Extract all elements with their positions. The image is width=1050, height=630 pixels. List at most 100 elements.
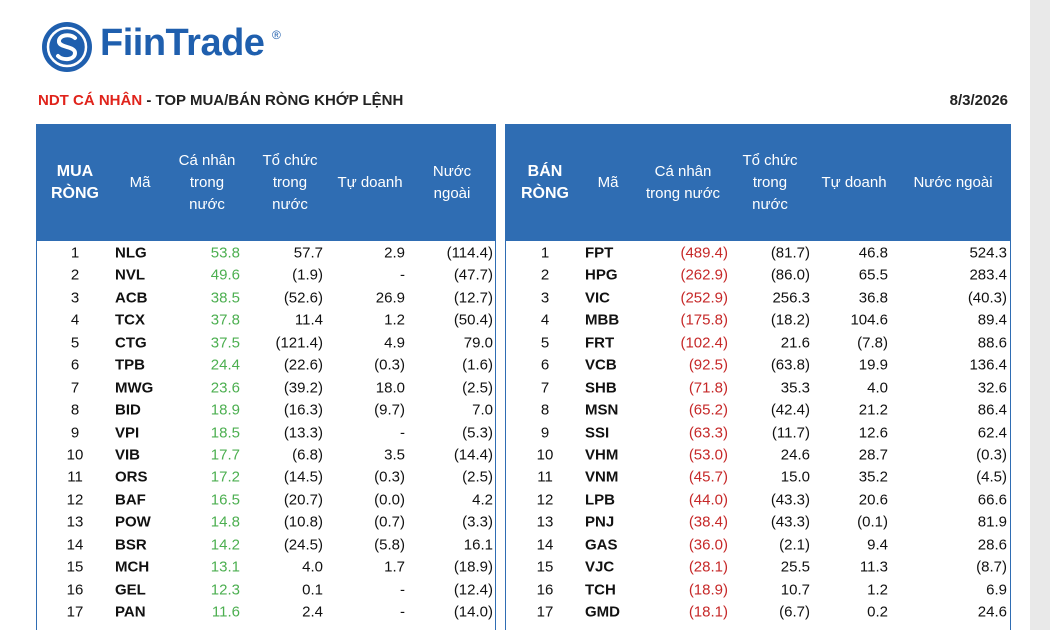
value-cell: 24.6 (780, 446, 810, 464)
value-cell: 4.2 (472, 491, 493, 509)
value-cell: (262.9) (680, 266, 728, 284)
rank: 13 (66, 513, 84, 531)
value-cell: 35.3 (780, 379, 810, 397)
value-cell: (6.8) (292, 446, 323, 464)
rank: 9 (70, 424, 80, 442)
ticker: MSN (585, 401, 619, 419)
title: NDT CÁ NHÂN - TOP MUA/BÁN RÒNG KHỚP LỆNH (38, 92, 403, 109)
value-cell: (28.1) (688, 558, 728, 576)
value-cell: (63.3) (688, 424, 728, 442)
value-cell: (50.4) (453, 311, 493, 329)
ticker: BID (115, 401, 141, 419)
logo-icon (42, 22, 92, 72)
value-cell: 11.4 (294, 311, 323, 329)
value-cell: 14.8 (210, 513, 240, 531)
title-rest: - TOP MUA/BÁN RÒNG KHỚP LỆNH (142, 92, 404, 109)
ticker: BSR (115, 536, 147, 554)
value-cell: (14.0) (453, 603, 493, 621)
value-cell: 4.0 (867, 379, 888, 397)
logo-mark: ® (272, 28, 281, 42)
value-cell: 1.7 (384, 558, 405, 576)
rank: 6 (540, 356, 550, 374)
value-cell: (52.6) (283, 289, 323, 307)
ticker: POW (115, 513, 151, 531)
value-cell: 18.5 (210, 424, 240, 442)
rank: 10 (536, 446, 554, 464)
value-cell: 36.8 (858, 289, 888, 307)
value-cell: (8.7) (976, 558, 1007, 576)
ticker: MCH (115, 558, 150, 576)
value-cell: - (400, 266, 405, 284)
side-strip (1030, 0, 1050, 630)
value-cell: (1.9) (292, 266, 323, 284)
value-cell: (71.8) (688, 379, 728, 397)
value-cell: 89.4 (977, 311, 1007, 329)
value-cell: (86.0) (770, 266, 810, 284)
value-cell: 24.4 (210, 356, 240, 374)
value-cell: (42.4) (770, 401, 810, 419)
rank: 5 (70, 334, 80, 352)
ticker: VPI (115, 424, 140, 442)
ticker: BAF (115, 491, 146, 509)
value-cell: 66.6 (977, 491, 1007, 509)
value-cell: 11.3 (859, 558, 888, 576)
value-cell: 6.9 (986, 581, 1007, 599)
value-cell: (39.2) (283, 379, 323, 397)
value-cell: 38.5 (210, 289, 240, 307)
ticker: GMD (585, 603, 620, 621)
value-cell: (53.0) (688, 446, 728, 464)
value-cell: 65.5 (858, 266, 888, 284)
column-header: Tự doanh (821, 174, 887, 191)
value-cell: - (400, 581, 405, 599)
ticker: VIB (115, 446, 141, 464)
value-cell: (2.5) (462, 379, 493, 397)
title-highlight: NDT CÁ NHÂN (38, 92, 143, 109)
value-cell: (12.7) (453, 289, 493, 307)
rank: 15 (66, 558, 84, 576)
ticker: MWG (115, 379, 154, 397)
ticker: FPT (585, 244, 614, 262)
value-cell: 4.0 (302, 558, 323, 576)
value-cell: 16.5 (210, 491, 240, 509)
value-cell: 7.0 (472, 401, 493, 419)
ticker: NVL (115, 266, 145, 284)
value-cell: (5.3) (462, 424, 493, 442)
ticker: SHB (585, 379, 617, 397)
value-cell: 81.9 (977, 513, 1007, 531)
column-header: BÁN RÒNG (521, 163, 569, 202)
date: 8/3/2026 (949, 92, 1008, 109)
rank: 15 (536, 558, 554, 576)
value-cell: (18.1) (688, 603, 728, 621)
value-cell: (10.8) (283, 513, 323, 531)
value-cell: - (400, 424, 405, 442)
value-cell: 283.4 (969, 266, 1007, 284)
value-cell: (1.6) (462, 356, 493, 374)
ticker: TPB (115, 356, 145, 374)
value-cell: (4.5) (976, 468, 1007, 486)
rank: 4 (70, 311, 80, 329)
ticker: VNM (585, 468, 619, 486)
value-cell: (13.3) (283, 424, 323, 442)
ticker: ACB (115, 289, 148, 307)
rank: 16 (66, 581, 84, 599)
logo-text: FiinTrade (100, 22, 265, 64)
rank: 17 (66, 603, 84, 621)
value-cell: (47.7) (453, 266, 493, 284)
value-cell: 0.2 (867, 603, 888, 621)
value-cell: 49.6 (210, 266, 240, 284)
value-cell: 24.6 (977, 603, 1007, 621)
value-cell: (489.4) (680, 244, 728, 262)
value-cell: 28.7 (858, 446, 888, 464)
rank: 2 (540, 266, 550, 284)
value-cell: (5.8) (374, 536, 405, 554)
value-cell: 14.2 (210, 536, 240, 554)
value-cell: 21.2 (858, 401, 888, 419)
value-cell: 2.9 (384, 244, 405, 262)
value-cell: (63.8) (770, 356, 810, 374)
value-cell: 11.6 (211, 603, 240, 621)
value-cell: 21.6 (780, 334, 810, 352)
rank: 12 (536, 491, 554, 509)
column-header: Tự doanh (337, 174, 403, 191)
value-cell: 20.6 (858, 491, 888, 509)
value-cell: (0.3) (374, 468, 405, 486)
